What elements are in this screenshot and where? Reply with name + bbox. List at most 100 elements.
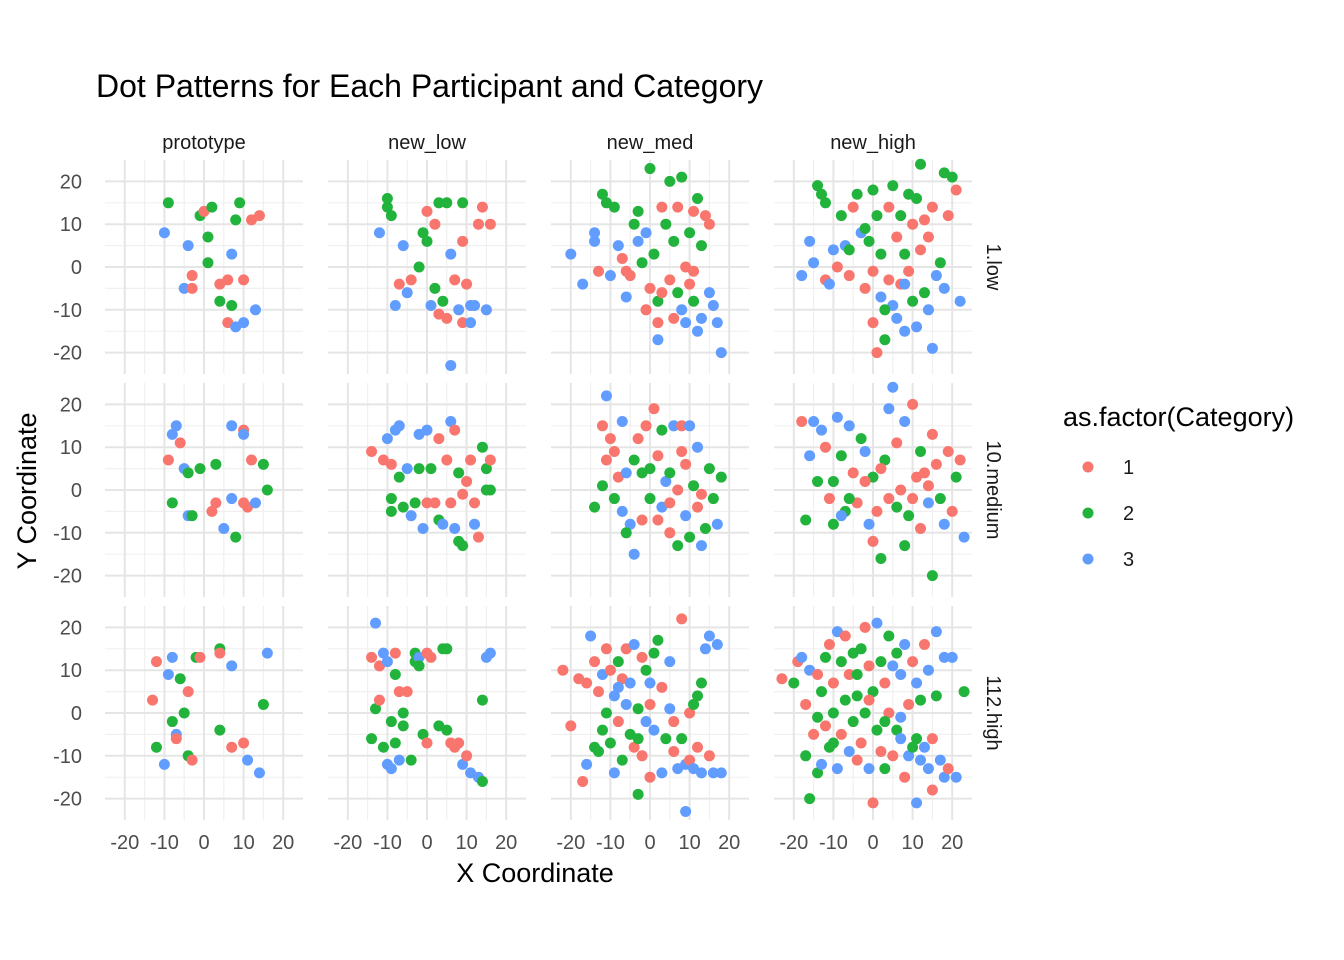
- data-point-category-3: [620, 291, 632, 303]
- data-point-category-3: [859, 445, 871, 457]
- data-point-category-2: [699, 523, 711, 535]
- data-point-category-1: [445, 497, 457, 509]
- panel-10.medium-prototype: [105, 383, 303, 597]
- data-point-category-2: [385, 716, 397, 728]
- data-point-category-2: [891, 501, 903, 513]
- data-point-category-1: [668, 312, 680, 324]
- y-tick-label: 0: [71, 480, 82, 502]
- data-point-category-3: [946, 651, 958, 663]
- data-point-category-1: [831, 261, 843, 273]
- data-point-category-2: [915, 445, 927, 457]
- data-point-category-2: [421, 235, 433, 247]
- data-point-category-3: [600, 390, 612, 402]
- panel-112.high-new_low: [328, 606, 526, 820]
- legend-key-3: [1082, 553, 1094, 565]
- data-point-category-1: [684, 754, 696, 766]
- data-point-category-1: [883, 707, 895, 719]
- data-point-category-2: [851, 188, 863, 200]
- data-point-category-2: [441, 197, 453, 209]
- data-point-category-3: [238, 428, 250, 440]
- data-point-category-2: [206, 201, 218, 213]
- data-point-category-3: [816, 424, 828, 436]
- data-point-category-1: [461, 750, 473, 762]
- data-point-category-2: [816, 686, 828, 698]
- data-point-category-1: [652, 514, 664, 526]
- data-point-category-2: [692, 193, 704, 205]
- data-point-category-1: [907, 493, 919, 505]
- data-point-category-2: [593, 746, 605, 758]
- data-point-category-1: [206, 505, 218, 517]
- data-point-category-2: [230, 531, 242, 543]
- data-point-category-3: [816, 758, 828, 770]
- data-point-category-2: [417, 227, 429, 239]
- data-point-category-3: [954, 295, 966, 307]
- y-tick-label: -10: [53, 523, 82, 545]
- data-point-category-1: [253, 210, 265, 222]
- data-point-category-3: [226, 660, 238, 672]
- data-point-category-1: [883, 493, 895, 505]
- data-point-category-1: [907, 218, 919, 230]
- data-point-category-1: [859, 475, 871, 487]
- data-point-category-3: [843, 746, 855, 758]
- data-point-category-2: [409, 497, 421, 509]
- data-point-category-2: [389, 737, 401, 749]
- data-point-category-2: [879, 304, 891, 316]
- data-point-category-3: [370, 617, 382, 629]
- data-point-category-2: [385, 493, 397, 505]
- data-point-category-2: [684, 531, 696, 543]
- data-point-category-2: [632, 733, 644, 745]
- data-point-category-1: [393, 278, 405, 290]
- data-point-category-1: [453, 737, 465, 749]
- data-point-category-2: [644, 463, 656, 475]
- data-point-category-3: [827, 244, 839, 256]
- data-point-category-1: [457, 235, 469, 247]
- y-tick-label: 20: [60, 617, 82, 639]
- data-point-category-1: [918, 467, 930, 479]
- data-point-category-3: [469, 518, 481, 530]
- data-point-category-2: [875, 656, 887, 668]
- data-point-category-1: [776, 673, 788, 685]
- data-point-category-2: [476, 694, 488, 706]
- data-point-category-1: [899, 771, 911, 783]
- data-point-category-1: [922, 480, 934, 492]
- data-point-category-3: [373, 227, 385, 239]
- data-point-category-1: [664, 497, 676, 509]
- data-point-category-3: [835, 510, 847, 522]
- data-point-category-1: [942, 210, 954, 222]
- y-tick-label: -10: [53, 300, 82, 322]
- data-point-category-1: [648, 403, 660, 415]
- data-point-category-2: [847, 716, 859, 728]
- x-tick-label: 10: [678, 832, 700, 854]
- data-point-category-2: [600, 707, 612, 719]
- data-point-category-2: [859, 707, 871, 719]
- data-point-category-1: [699, 210, 711, 222]
- data-point-category-2: [389, 668, 401, 680]
- data-point-category-2: [899, 248, 911, 260]
- data-point-category-1: [429, 218, 441, 230]
- data-point-category-2: [907, 741, 919, 753]
- data-point-category-2: [819, 651, 831, 663]
- data-point-category-2: [958, 686, 970, 698]
- data-point-category-1: [557, 664, 569, 676]
- panel-10.medium-new_med: [551, 383, 749, 597]
- legend-key-1: [1082, 461, 1094, 473]
- y-tick-label: 0: [71, 703, 82, 725]
- data-point-category-3: [711, 518, 723, 530]
- legend-title: as.factor(Category): [1063, 402, 1294, 432]
- x-tick-label: 0: [867, 832, 878, 854]
- data-point-category-2: [433, 197, 445, 209]
- y-tick-label: -20: [53, 566, 82, 588]
- data-point-category-3: [692, 325, 704, 337]
- x-axis-title: X Coordinate: [456, 858, 614, 888]
- data-point-category-3: [226, 493, 238, 505]
- x-tick-label: 0: [644, 832, 655, 854]
- data-point-category-3: [926, 342, 938, 354]
- data-point-category-2: [911, 733, 923, 745]
- data-point-category-1: [593, 265, 605, 277]
- data-point-category-2: [214, 295, 226, 307]
- data-point-category-1: [847, 201, 859, 213]
- data-point-category-3: [899, 325, 911, 337]
- data-point-category-2: [441, 724, 453, 736]
- y-tick-label: -10: [53, 746, 82, 768]
- y-tick-label: -20: [53, 343, 82, 365]
